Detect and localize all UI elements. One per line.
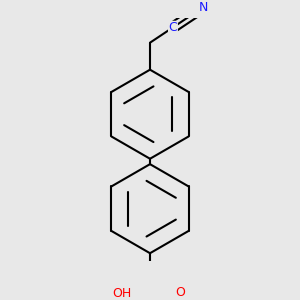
- Text: OH: OH: [112, 287, 131, 300]
- Text: O: O: [175, 286, 184, 299]
- Text: N: N: [199, 1, 208, 14]
- Text: C: C: [169, 21, 177, 34]
